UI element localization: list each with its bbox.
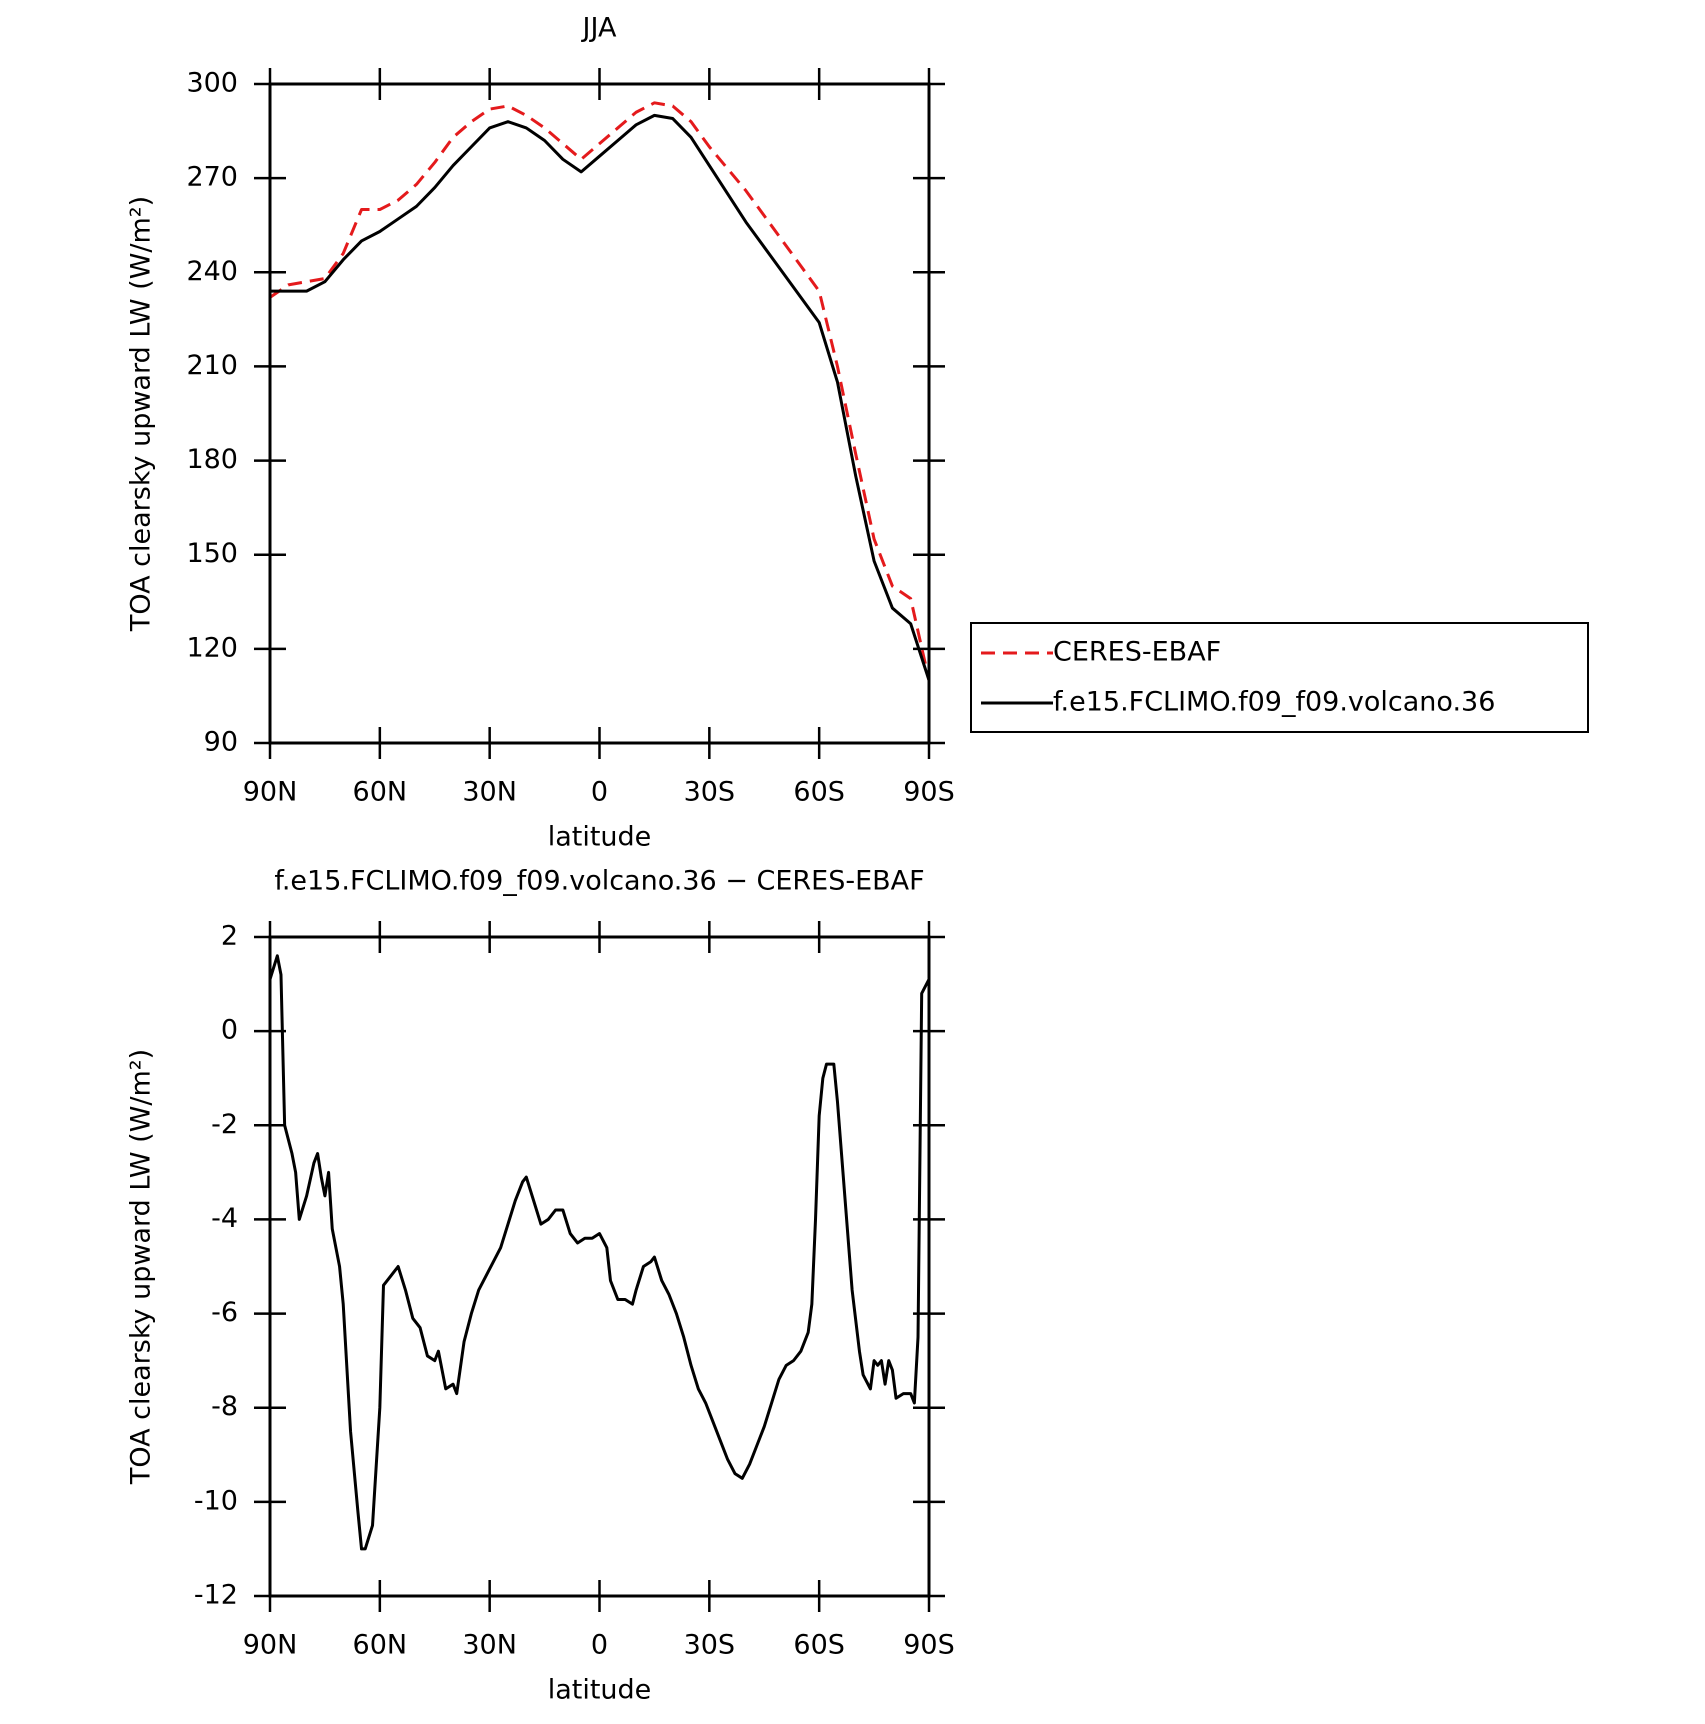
data-line xyxy=(268,954,931,1551)
y-tick-label: 210 xyxy=(186,350,238,381)
y-tick-label: -2 xyxy=(211,1109,238,1140)
plot-frame xyxy=(268,82,931,745)
x-tick-label: 0 xyxy=(591,777,608,808)
x-tick-label: 30N xyxy=(462,777,517,808)
x-tick-label: 30S xyxy=(684,777,736,808)
y-tick-label: -6 xyxy=(211,1297,238,1328)
chart-title: f.e15.FCLIMO.f09_f09.volcano.36 − CERES-… xyxy=(274,866,924,897)
y-tick-label: 120 xyxy=(186,632,238,663)
x-tick-label: 90S xyxy=(903,1630,955,1661)
y-axis-label: TOA clearsky upward LW (W/m²) xyxy=(126,1049,157,1485)
x-tick-label: 0 xyxy=(591,1630,608,1661)
y-tick-label: 0 xyxy=(221,1015,238,1046)
chart-title: JJA xyxy=(581,13,617,44)
y-tick-label: -4 xyxy=(211,1203,238,1234)
y-tick-label: 180 xyxy=(186,444,238,475)
legend-label: CERES-EBAF xyxy=(1053,637,1221,668)
y-tick-label: 270 xyxy=(186,162,238,193)
data-line xyxy=(270,113,931,681)
x-axis-label: latitude xyxy=(548,822,652,853)
y-tick-label: -8 xyxy=(211,1391,238,1422)
x-tick-label: 90N xyxy=(243,777,298,808)
x-tick-label: 60N xyxy=(353,777,408,808)
x-tick-label: 30S xyxy=(684,1630,736,1661)
y-tick-label: 2 xyxy=(221,921,238,952)
y-tick-label: -12 xyxy=(194,1580,238,1611)
data-line xyxy=(269,101,931,681)
y-tick-label: 240 xyxy=(186,256,238,287)
x-tick-label: 60S xyxy=(793,1630,845,1661)
y-tick-label: -10 xyxy=(194,1485,238,1516)
x-tick-label: 90N xyxy=(243,1630,298,1661)
x-tick-label: 60S xyxy=(793,777,845,808)
y-axis-label: TOA clearsky upward LW (W/m²) xyxy=(126,196,157,632)
x-tick-label: 60N xyxy=(353,1630,408,1661)
legend-box xyxy=(970,622,1589,733)
legend-label: f.e15.FCLIMO.f09_f09.volcano.36 xyxy=(1053,687,1495,718)
y-tick-label: 150 xyxy=(186,538,238,569)
plot-frame xyxy=(268,935,931,1598)
x-tick-label: 30N xyxy=(462,1630,517,1661)
y-tick-label: 300 xyxy=(186,68,238,99)
y-tick-label: 90 xyxy=(204,727,238,758)
x-axis-label: latitude xyxy=(548,1675,652,1706)
x-tick-label: 90S xyxy=(903,777,955,808)
